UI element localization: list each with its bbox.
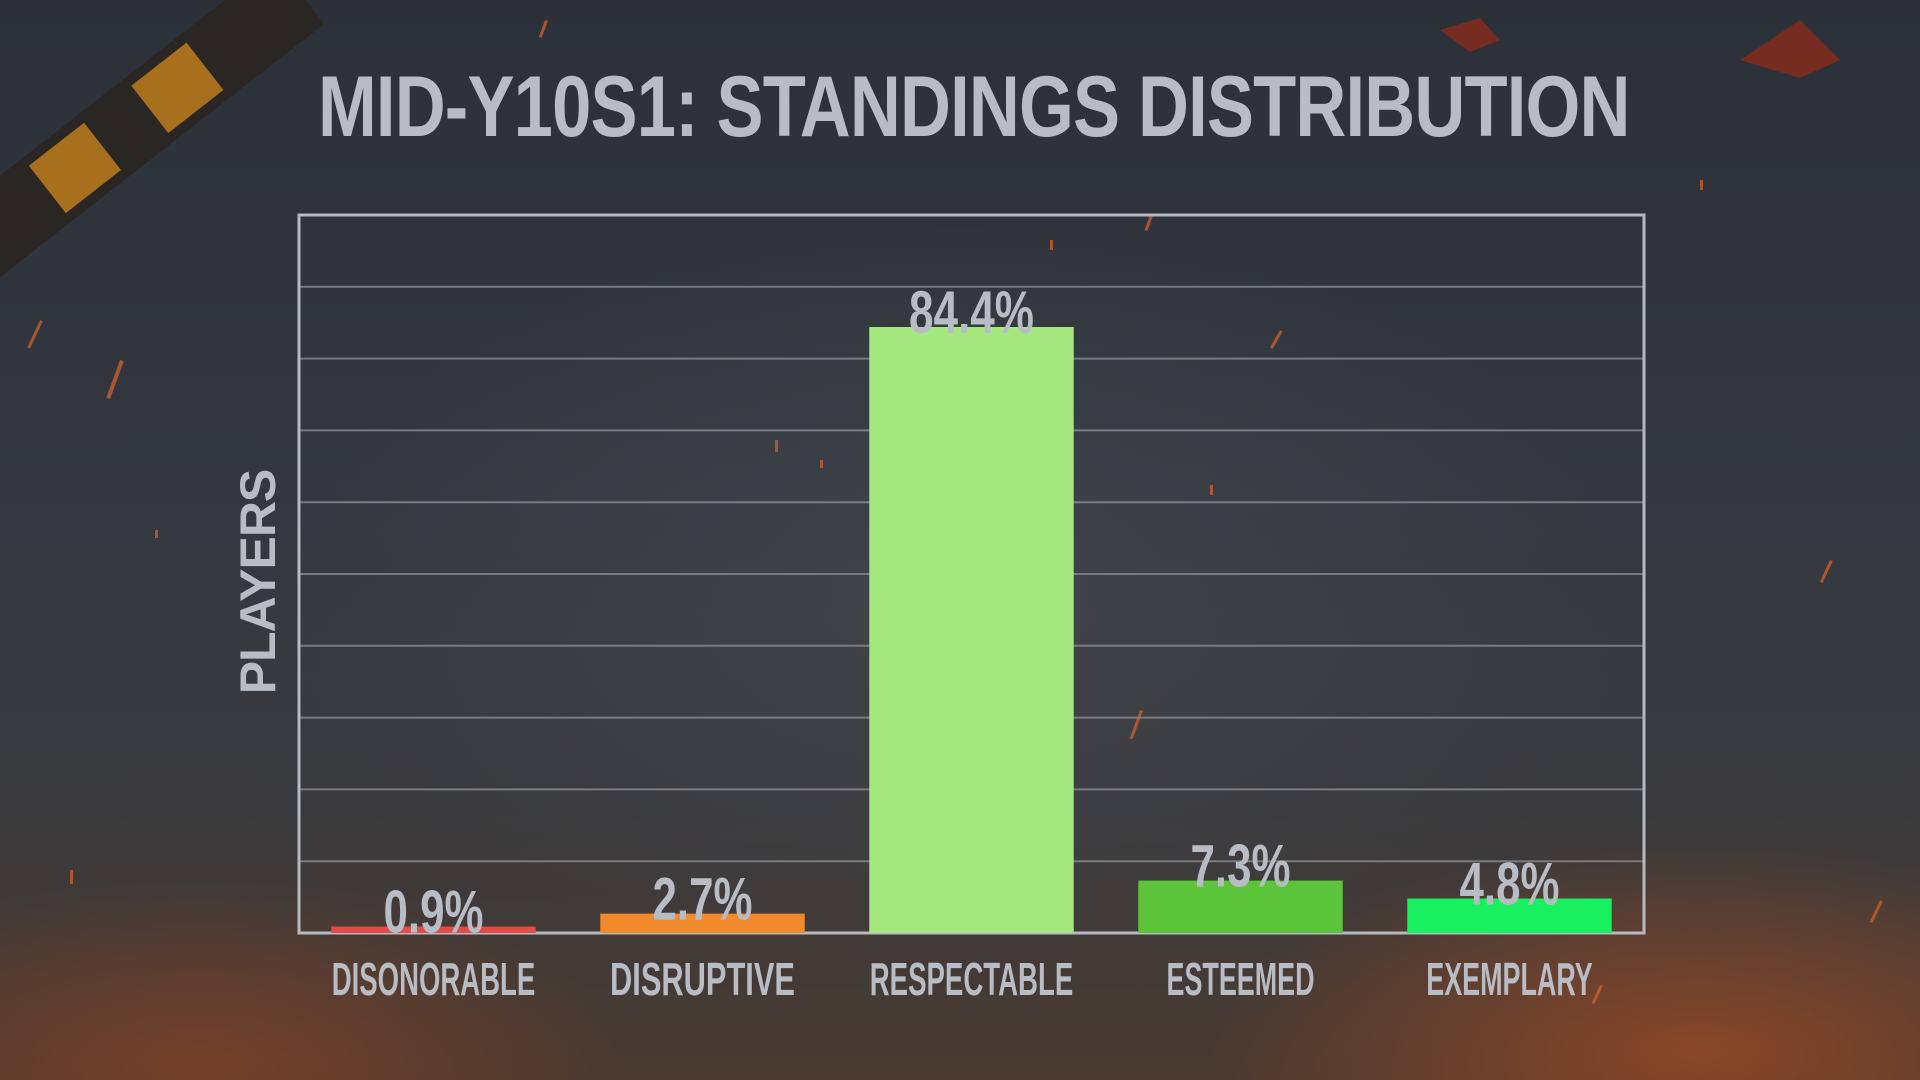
value-label-disonorable: 0.9% bbox=[384, 879, 484, 946]
bar-exemplary bbox=[1407, 898, 1612, 933]
chart-title: MID-Y10S1: STANDINGS DISTRIBUTION bbox=[318, 59, 1630, 155]
bar-disruptive bbox=[600, 913, 805, 933]
value-labels: 0.9% 2.7% 84.4% 7.3% 4.8% bbox=[384, 279, 1560, 946]
category-label-exemplary: EXEMPLARY bbox=[1426, 953, 1593, 1005]
value-label-disruptive: 2.7% bbox=[653, 866, 753, 933]
bar-respectable bbox=[869, 327, 1074, 933]
category-labels: DISONORABLE DISRUPTIVE RESPECTABLE ESTEEMED… bbox=[332, 953, 1593, 1005]
bar-esteemed bbox=[1138, 880, 1343, 933]
category-label-esteemed: ESTEEMED bbox=[1167, 953, 1315, 1005]
value-label-esteemed: 7.3% bbox=[1191, 833, 1291, 900]
tape-decoration bbox=[0, 0, 325, 283]
category-label-disonorable: DISONORABLE bbox=[332, 953, 536, 1005]
bars bbox=[331, 327, 1612, 933]
category-label-disruptive: DISRUPTIVE bbox=[610, 953, 795, 1005]
ember-particles bbox=[27, 20, 1883, 1005]
bar-disonorable bbox=[331, 926, 536, 933]
category-label-respectable: RESPECTABLE bbox=[870, 953, 1074, 1005]
value-label-exemplary: 4.8% bbox=[1460, 851, 1560, 918]
debris-decoration bbox=[1440, 18, 1840, 78]
value-label-respectable: 84.4% bbox=[909, 279, 1034, 346]
